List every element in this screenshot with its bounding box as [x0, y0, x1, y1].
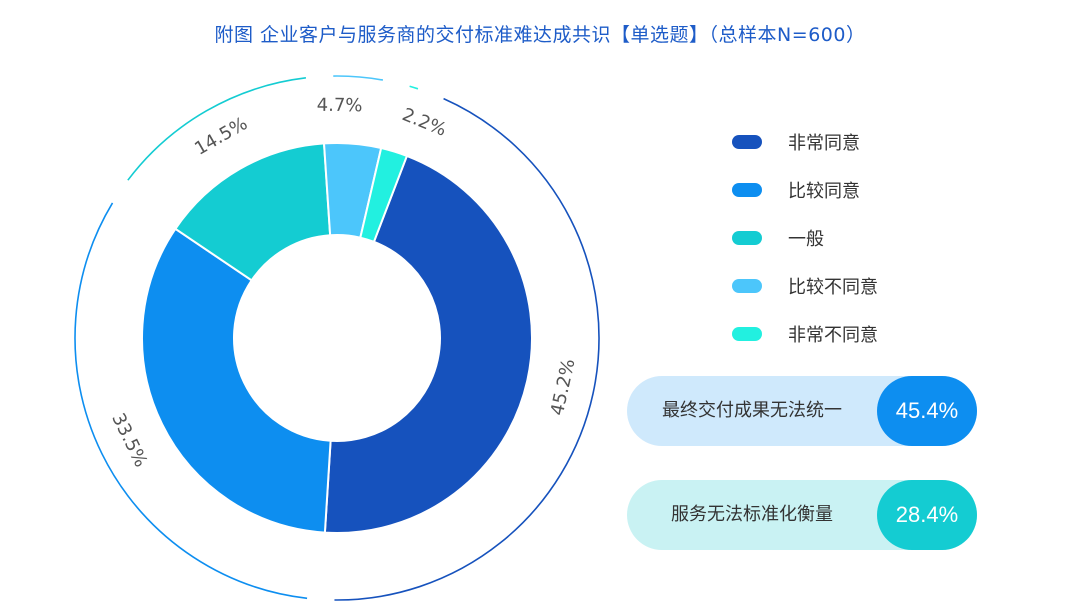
legend-item-very-disagree: 非常不同意 [732, 310, 878, 358]
legend-label: 一般 [788, 229, 824, 250]
outer-ring-arc [333, 75, 384, 81]
callout-value-badge: 28.4% [877, 480, 977, 550]
percent-label: 2.2% [399, 104, 449, 141]
outer-ring-arc [334, 97, 600, 601]
outer-ring-arc [409, 85, 419, 90]
legend-item-very-agree: 非常同意 [732, 118, 878, 166]
legend-item-disagree: 比较不同意 [732, 262, 878, 310]
donut-slice [323, 154, 533, 534]
legend-label: 非常不同意 [788, 325, 878, 346]
donut-slice [359, 146, 409, 244]
legend-swatch [732, 279, 762, 293]
donut-slice [141, 227, 332, 534]
legend-label: 非常同意 [788, 133, 860, 154]
legend-swatch [732, 183, 762, 197]
legend-item-agree: 比较同意 [732, 166, 878, 214]
callout-text: 最终交付成果无法统一 [662, 400, 842, 421]
legend-label: 比较同意 [788, 181, 860, 202]
callout-standardized-measurement: 服务无法标准化衡量 28.4% [627, 480, 977, 550]
donut-slices [141, 142, 533, 534]
percent-label: 14.5% [191, 113, 251, 160]
outer-ring-arcs [74, 75, 600, 601]
legend-item-neutral: 一般 [732, 214, 878, 262]
legend-swatch [732, 135, 762, 149]
legend-swatch [732, 231, 762, 245]
percent-label: 33.5% [107, 410, 151, 471]
page-title: 附图 企业客户与服务商的交付标准难达成共识【单选题】（总样本N=600） [214, 24, 866, 46]
percent-label: 45.2% [547, 357, 580, 417]
callout-unified-deliverables: 最终交付成果无法统一 45.4% [627, 376, 977, 446]
legend-label: 比较不同意 [788, 277, 878, 298]
outer-ring-arc [127, 77, 307, 181]
percent-label: 4.7% [317, 95, 363, 117]
callout-value-badge: 45.4% [877, 376, 977, 446]
legend: 非常同意 比较同意 一般 比较不同意 非常不同意 [732, 118, 878, 358]
callout-text: 服务无法标准化衡量 [671, 504, 833, 525]
outer-ring-arc [74, 202, 308, 600]
legend-swatch [732, 327, 762, 341]
